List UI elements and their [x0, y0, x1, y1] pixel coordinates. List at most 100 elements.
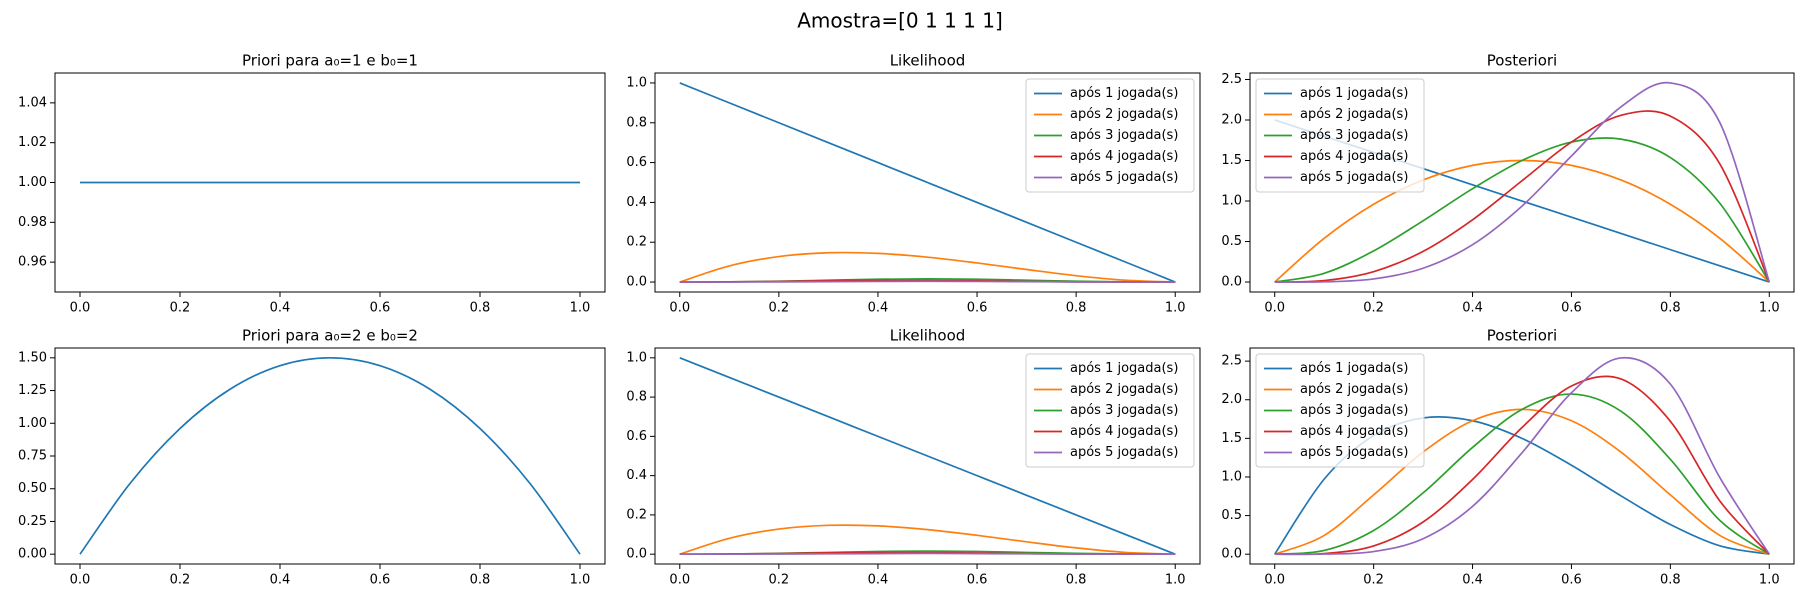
subplot: Likelihood 0.0 0.2 0.4 0.6 0.8 1.0 0.0 0.2 0.4 0.6…	[626, 327, 1201, 588]
y-tick-label: 1.25	[18, 383, 47, 398]
subplot: Likelihood 0.0 0.2 0.4 0.6 0.8 1.0 0.0 0.2 0.4 0.6…	[626, 52, 1201, 316]
y-tick-label: 2.5	[1221, 72, 1242, 87]
x-tick-label: 0.4	[868, 573, 889, 588]
axes-frame	[654, 347, 1201, 565]
series-line	[679, 251, 1176, 283]
x-tick-label: 0.0	[669, 573, 690, 588]
legend-box	[1025, 353, 1195, 468]
legend-label: após 4 jogada(s)	[1070, 424, 1178, 439]
subplot: Priori para a₀=1 e b₀=1 0.0 0.2 0.4 0.6 0.8 1.…	[18, 52, 606, 316]
series-line	[1274, 81, 1771, 283]
x-tick-label: 0.6	[1561, 301, 1582, 316]
y-tick-label: 1.04	[18, 95, 47, 110]
y-tick-label: 1.50	[18, 350, 47, 365]
legend-label: após 3 jogada(s)	[1070, 403, 1178, 418]
legend: após 1 jogada(s) após 2 jogada(s) após 3 j…	[1255, 353, 1425, 468]
axes-frame	[1249, 72, 1795, 293]
y-tick-label: 0.8	[626, 390, 647, 405]
series-line	[79, 356, 581, 555]
legend: após 1 jogada(s) após 2 jogada(s) após 3 j…	[1255, 78, 1425, 193]
x-tick-label: 0.6	[370, 573, 391, 588]
legend-label: após 5 jogada(s)	[1070, 170, 1178, 185]
x-tick-label: 0.8	[470, 301, 491, 316]
legend-label: após 2 jogada(s)	[1070, 107, 1178, 122]
axes-frame	[654, 72, 1201, 293]
legend-label: após 1 jogada(s)	[1070, 361, 1178, 376]
y-tick-label: 0.8	[626, 115, 647, 130]
legend-box	[1255, 353, 1425, 468]
y-tick-label: 1.0	[626, 350, 647, 365]
x-tick-label: 1.0	[1759, 301, 1780, 316]
subplot-title: Posteriori	[1487, 52, 1557, 70]
legend: após 1 jogada(s) após 2 jogada(s) após 3 j…	[1025, 353, 1195, 468]
subplot-title: Priori para a₀=1 e b₀=1	[242, 52, 418, 70]
x-tick-label: 0.6	[967, 573, 988, 588]
plot-area	[679, 357, 1176, 556]
subplot-title: Posteriori	[1487, 327, 1557, 345]
y-tick-label: 1.5	[1221, 153, 1242, 168]
legend-label: após 5 jogada(s)	[1300, 170, 1408, 185]
y-tick-label: 0.0	[626, 547, 647, 562]
legend-label: após 1 jogada(s)	[1300, 86, 1408, 101]
subplot-title: Likelihood	[890, 52, 966, 70]
x-tick-label: 1.0	[1759, 573, 1780, 588]
y-tick-label: 2.0	[1221, 392, 1242, 407]
y-tick-label: 2.0	[1221, 112, 1242, 127]
y-tick-label: 1.02	[18, 135, 47, 150]
legend-label: após 2 jogada(s)	[1300, 382, 1408, 397]
y-tick-label: 0.0	[1221, 275, 1242, 290]
y-tick-label: 0.4	[626, 468, 647, 483]
x-tick-label: 1.0	[570, 301, 591, 316]
series-line	[679, 82, 1176, 283]
series-line	[679, 357, 1176, 555]
y-tick-label: 1.0	[626, 75, 647, 90]
x-tick-label: 0.2	[1363, 301, 1384, 316]
series-line	[1274, 110, 1771, 283]
legend-label: após 5 jogada(s)	[1300, 445, 1408, 460]
x-tick-label: 0.8	[1066, 573, 1087, 588]
subplot: Priori para a₀=2 e b₀=2 0.0 0.2 0.4 0.6 0.8 1.…	[18, 327, 606, 588]
x-tick-label: 0.0	[669, 301, 690, 316]
y-tick-label: 0.96	[18, 255, 47, 270]
x-tick-label: 0.8	[1660, 573, 1681, 588]
axes-frame	[54, 72, 606, 293]
y-tick-label: 1.0	[1221, 194, 1242, 209]
plot-area	[79, 356, 581, 555]
legend: após 1 jogada(s) após 2 jogada(s) após 3 j…	[1025, 78, 1195, 193]
x-tick-label: 0.4	[1462, 573, 1483, 588]
legend-box	[1255, 78, 1425, 193]
x-tick-label: 0.2	[769, 301, 790, 316]
x-tick-label: 0.4	[270, 301, 291, 316]
x-tick-label: 1.0	[1165, 301, 1186, 316]
x-tick-label: 0.8	[470, 573, 491, 588]
x-tick-label: 0.8	[1660, 301, 1681, 316]
series-line	[1274, 356, 1770, 556]
legend-label: após 4 jogada(s)	[1300, 149, 1408, 164]
y-tick-label: 0.6	[626, 155, 647, 170]
x-tick-label: 0.4	[1462, 301, 1483, 316]
series-line	[1274, 137, 1770, 283]
x-tick-label: 0.8	[1066, 301, 1087, 316]
x-tick-label: 0.2	[170, 301, 191, 316]
y-tick-label: 2.5	[1221, 354, 1242, 369]
y-tick-label: 0.4	[626, 195, 647, 210]
subplot-title: Priori para a₀=2 e b₀=2	[242, 327, 418, 345]
axes-frame	[54, 347, 606, 565]
subplot: Posteriori 0.0 0.2 0.4 0.6 0.8 1.0 0.0 0.5 1.0 1.5…	[1221, 52, 1795, 316]
legend-label: após 3 jogada(s)	[1300, 403, 1408, 418]
legend-box	[1025, 78, 1195, 193]
series-line	[679, 552, 1176, 556]
axes-frame	[1249, 347, 1795, 565]
x-tick-label: 0.6	[370, 301, 391, 316]
y-tick-label: 0.50	[18, 481, 47, 496]
x-tick-label: 0.0	[70, 573, 91, 588]
legend-label: após 2 jogada(s)	[1070, 382, 1178, 397]
x-tick-label: 0.0	[70, 301, 91, 316]
y-tick-label: 0.5	[1221, 234, 1242, 249]
x-tick-label: 1.0	[1165, 573, 1186, 588]
x-tick-label: 0.0	[1264, 301, 1285, 316]
legend-label: após 3 jogada(s)	[1300, 128, 1408, 143]
legend-label: após 4 jogada(s)	[1300, 424, 1408, 439]
